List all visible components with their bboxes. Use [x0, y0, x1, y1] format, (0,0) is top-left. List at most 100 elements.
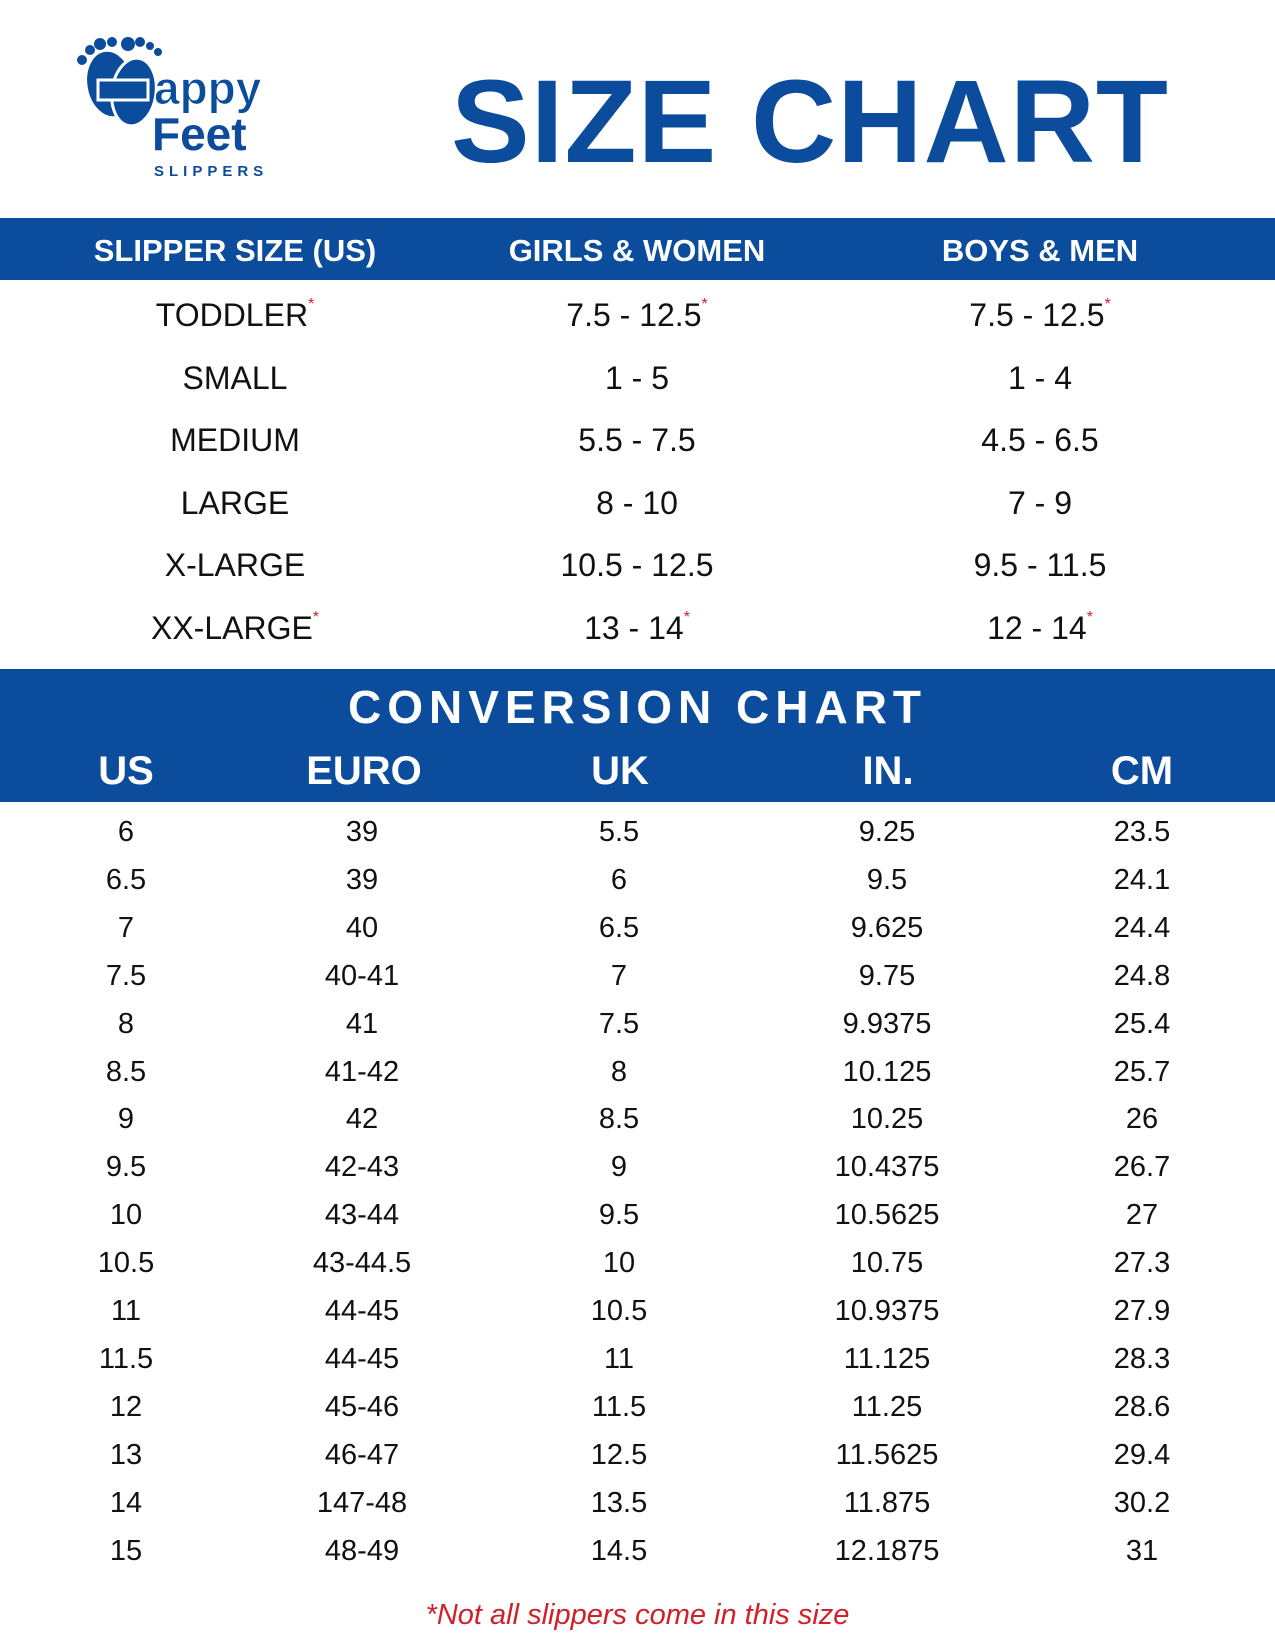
cell-cm: 28.6 [1113, 1390, 1171, 1423]
cell-uk: 7 [610, 959, 628, 992]
cell-uk: 7.5 [598, 1007, 640, 1040]
cell-text: 1 - 4 [1007, 359, 1073, 396]
cell-text: 7.5 - 12.5 [566, 297, 702, 333]
conversion-title: CONVERSION CHART [347, 681, 928, 733]
cell-us: 9 [117, 1103, 135, 1136]
cell-inches: 10.25 [850, 1103, 924, 1136]
asterisk-mark: * [701, 296, 708, 313]
asterisk-mark: * [312, 608, 320, 626]
cell-inches: 10.125 [842, 1055, 932, 1088]
cell-inches: 11.125 [843, 1342, 931, 1375]
cell-uk: 5.5 [598, 816, 640, 848]
cell-euro: 48-49 [324, 1534, 400, 1567]
cell-text: LARGE [180, 484, 290, 521]
cell-text: MEDIUM [170, 422, 300, 458]
cell-us: 10.5 [97, 1247, 155, 1280]
cell-inches: 10.9375 [834, 1295, 940, 1327]
cell-us: 8 [117, 1007, 135, 1040]
header-inches: IN. [862, 749, 914, 793]
cell-cm: 29.4 [1113, 1438, 1171, 1471]
happy-feet-logo: appy Feet SLIPPERS [72, 32, 302, 192]
cell-inches: 9.625 [850, 911, 924, 944]
asterisk-mark: * [1104, 296, 1111, 313]
cell-euro: 42 [345, 1103, 379, 1136]
svg-text:appy: appy [154, 62, 262, 114]
cell-euro: 39 [345, 863, 379, 896]
footnote: *Not all slippers come in this size [425, 1599, 850, 1631]
cell-euro: 41-42 [324, 1055, 400, 1088]
cell-cm: 30.2 [1113, 1486, 1171, 1519]
cell-cm: 31 [1125, 1534, 1159, 1567]
asterisk-mark: * [683, 608, 690, 626]
cell-uk: 12.5 [590, 1438, 648, 1471]
size-row: LARGE 8 - 10 7 - 9 [0, 473, 1275, 533]
cell-inches: 9.5 [866, 863, 908, 896]
size-cell-men: 12 - 14* [830, 598, 1250, 658]
size-cell-women: 1 - 5 [427, 348, 847, 408]
cell-us: 10 [109, 1199, 143, 1232]
cell-cm: 23.5 [1113, 816, 1171, 848]
conversion-row: 6 39 5.5 9.25 23.5 [0, 808, 1275, 856]
cell-cm: 26.7 [1113, 1151, 1171, 1184]
cell-uk: 6.5 [598, 911, 640, 944]
conversion-row: 7.5 40-41 7 9.75 24.8 [0, 952, 1275, 1000]
cell-euro: 46-47 [324, 1438, 400, 1471]
conversion-row: 15 48-49 14.5 12.1875 31 [0, 1527, 1275, 1575]
cell-us: 13 [109, 1438, 143, 1471]
size-cell-women: 13 - 14* [427, 598, 847, 658]
conversion-row: 12 45-46 11.5 11.25 28.6 [0, 1383, 1275, 1431]
cell-cm: 27 [1125, 1199, 1159, 1232]
size-row: XX-LARGE* 13 - 14* 12 - 14* [0, 598, 1275, 658]
size-cell-size: MEDIUM [25, 410, 445, 470]
cell-uk: 9.5 [598, 1199, 640, 1232]
cell-uk: 8 [610, 1055, 628, 1088]
size-row: MEDIUM 5.5 - 7.5 4.5 - 6.5 [0, 410, 1275, 470]
conversion-row: 13 46-47 12.5 11.5625 29.4 [0, 1431, 1275, 1479]
page-title: SIZE CHART [451, 56, 1169, 188]
size-cell-women: 8 - 10 [427, 473, 847, 533]
size-cell-men: 4.5 - 6.5 [830, 410, 1250, 470]
cell-inches: 10.75 [850, 1247, 924, 1280]
cell-us: 7 [117, 911, 135, 944]
size-row: X-LARGE 10.5 - 12.5 9.5 - 11.5 [0, 535, 1275, 595]
cell-cm: 28.3 [1113, 1342, 1171, 1375]
cell-text: 4.5 - 6.5 [981, 422, 1099, 458]
size-cell-men: 9.5 - 11.5 [830, 535, 1250, 595]
cell-euro: 41 [345, 1007, 379, 1040]
cell-text: 10.5 - 12.5 [560, 547, 714, 583]
conversion-row: 8 41 7.5 9.9375 25.4 [0, 1000, 1275, 1048]
cell-uk: 8.5 [598, 1103, 640, 1136]
cell-euro: 147-48 [316, 1486, 408, 1519]
size-cell-size: X-LARGE [25, 535, 445, 595]
conversion-header: CONVERSION CHART US EURO UK IN. CM [0, 669, 1275, 802]
cell-inches: 11.5625 [835, 1438, 939, 1471]
cell-text: 8 - 10 [596, 484, 678, 521]
cell-uk: 6 [610, 863, 628, 896]
cell-uk: 10.5 [590, 1295, 648, 1327]
cell-us: 12 [109, 1390, 143, 1423]
cell-us: 14 [109, 1486, 143, 1519]
cell-inches: 10.4375 [834, 1151, 940, 1184]
cell-uk: 9 [610, 1151, 628, 1184]
cell-euro: 44-45 [324, 1295, 400, 1327]
conversion-row: 6.5 39 6 9.5 24.1 [0, 856, 1275, 904]
cell-cm: 26 [1125, 1103, 1159, 1136]
asterisk-mark: * [308, 296, 315, 313]
cell-text: TODDLER [155, 297, 309, 333]
cell-cm: 24.1 [1113, 863, 1171, 896]
cell-euro: 43-44 [324, 1199, 400, 1232]
cell-text: 1 - 5 [604, 359, 670, 396]
footprints-icon: appy Feet SLIPPERS [77, 37, 263, 180]
cell-text: 5.5 - 7.5 [578, 422, 696, 458]
size-cell-women: 7.5 - 12.5* [427, 285, 847, 345]
cell-uk: 11.5 [591, 1390, 647, 1423]
cell-inches: 12.1875 [834, 1534, 940, 1567]
header-cm: CM [1110, 749, 1174, 793]
cell-uk: 11 [603, 1342, 635, 1375]
conversion-row: 8.5 41-42 8 10.125 25.7 [0, 1048, 1275, 1096]
cell-inches: 10.5625 [834, 1199, 940, 1232]
size-row: TODDLER* 7.5 - 12.5* 7.5 - 12.5* [0, 285, 1275, 345]
cell-cm: 25.4 [1113, 1007, 1171, 1040]
header-uk: UK [591, 749, 649, 793]
size-cell-men: 7 - 9 [830, 473, 1250, 533]
